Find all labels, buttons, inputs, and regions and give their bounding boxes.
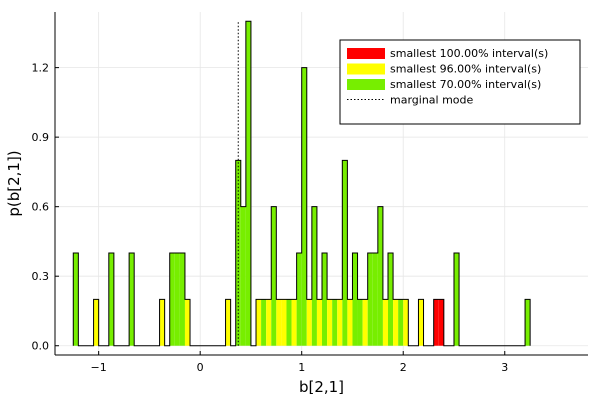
histogram-bar	[271, 206, 277, 346]
histogram-bar	[276, 299, 282, 346]
legend-swatch-100	[347, 48, 385, 59]
histogram-bar	[311, 206, 317, 346]
histogram-bar	[316, 299, 323, 346]
histogram-bar	[261, 299, 267, 346]
histogram-bar	[322, 253, 328, 346]
histogram-bar	[433, 299, 439, 346]
legend-label-70: smallest 70.00% interval(s)	[390, 78, 541, 91]
histogram-bar	[159, 299, 165, 346]
histogram-bar	[286, 299, 292, 346]
histogram-bar	[235, 160, 241, 346]
histogram-bar	[352, 253, 358, 346]
y-tick-label: 0.0	[32, 340, 50, 353]
histogram-bar	[108, 253, 114, 346]
histogram-bar	[256, 299, 262, 346]
x-tick-label: 0	[197, 361, 204, 374]
histogram-bar	[438, 299, 444, 346]
histogram-bar	[327, 299, 333, 346]
histogram-bar	[342, 160, 348, 346]
x-tick-label: −1	[91, 361, 107, 374]
histogram-bar	[403, 299, 409, 346]
histogram-bar	[337, 299, 343, 346]
x-tick-label: 2	[400, 361, 407, 374]
histogram-bar	[362, 299, 368, 346]
histogram-bar	[184, 299, 191, 346]
histogram-bar	[73, 253, 79, 346]
histogram-bar	[306, 299, 312, 346]
histogram-bar	[225, 299, 231, 346]
histogram-bar	[169, 253, 175, 346]
histogram-bar	[266, 299, 272, 346]
histogram-bar	[291, 299, 297, 346]
histogram-bar	[332, 299, 338, 346]
histogram-bar	[296, 253, 302, 346]
legend-label-100: smallest 100.00% interval(s)	[390, 47, 548, 60]
histogram-bar	[93, 299, 99, 346]
histogram-bar	[453, 253, 460, 346]
legend-label-mode: marginal mode	[390, 94, 474, 107]
y-tick-label: 0.3	[32, 270, 50, 283]
x-axis-label: b[2,1]	[299, 378, 344, 396]
density-outline	[72, 20, 531, 347]
histogram-bar	[525, 299, 531, 346]
histogram-bar	[393, 299, 399, 346]
histogram-bar	[418, 299, 424, 346]
ticks: −1 0 1 2 3 0.0 0.3 0.6 0.9 1.2	[32, 62, 509, 374]
histogram-bar	[398, 299, 404, 346]
x-tick-label: 3	[501, 361, 508, 374]
histogram-bar	[387, 253, 394, 346]
histogram-bar	[129, 253, 135, 346]
y-tick-label: 1.2	[32, 62, 50, 75]
histogram-bar	[174, 253, 180, 346]
histogram-bar	[179, 253, 185, 346]
histogram-bar	[281, 299, 287, 346]
legend: smallest 100.00% interval(s) smallest 96…	[339, 39, 581, 125]
x-tick-label: 1	[298, 361, 305, 374]
interval-fills	[73, 21, 531, 346]
axes	[54, 12, 588, 356]
histogram-bar	[377, 206, 383, 346]
legend-swatch-70	[347, 79, 385, 90]
histogram-bar	[382, 299, 388, 346]
histogram-bar	[367, 253, 373, 346]
histogram-bar	[347, 299, 353, 346]
y-axis-label: p(b[2,1])	[5, 150, 23, 216]
histogram-bar	[372, 253, 378, 346]
legend-swatch-96	[347, 63, 385, 75]
legend-label-96: smallest 96.00% interval(s)	[390, 63, 541, 76]
density-step-line	[72, 20, 531, 347]
histogram-bar	[245, 21, 251, 346]
histogram-bar	[240, 206, 246, 346]
y-tick-label: 0.9	[32, 131, 50, 144]
histogram-bar	[357, 299, 363, 346]
y-tick-label: 0.6	[32, 201, 50, 214]
histogram-bar	[301, 67, 307, 346]
